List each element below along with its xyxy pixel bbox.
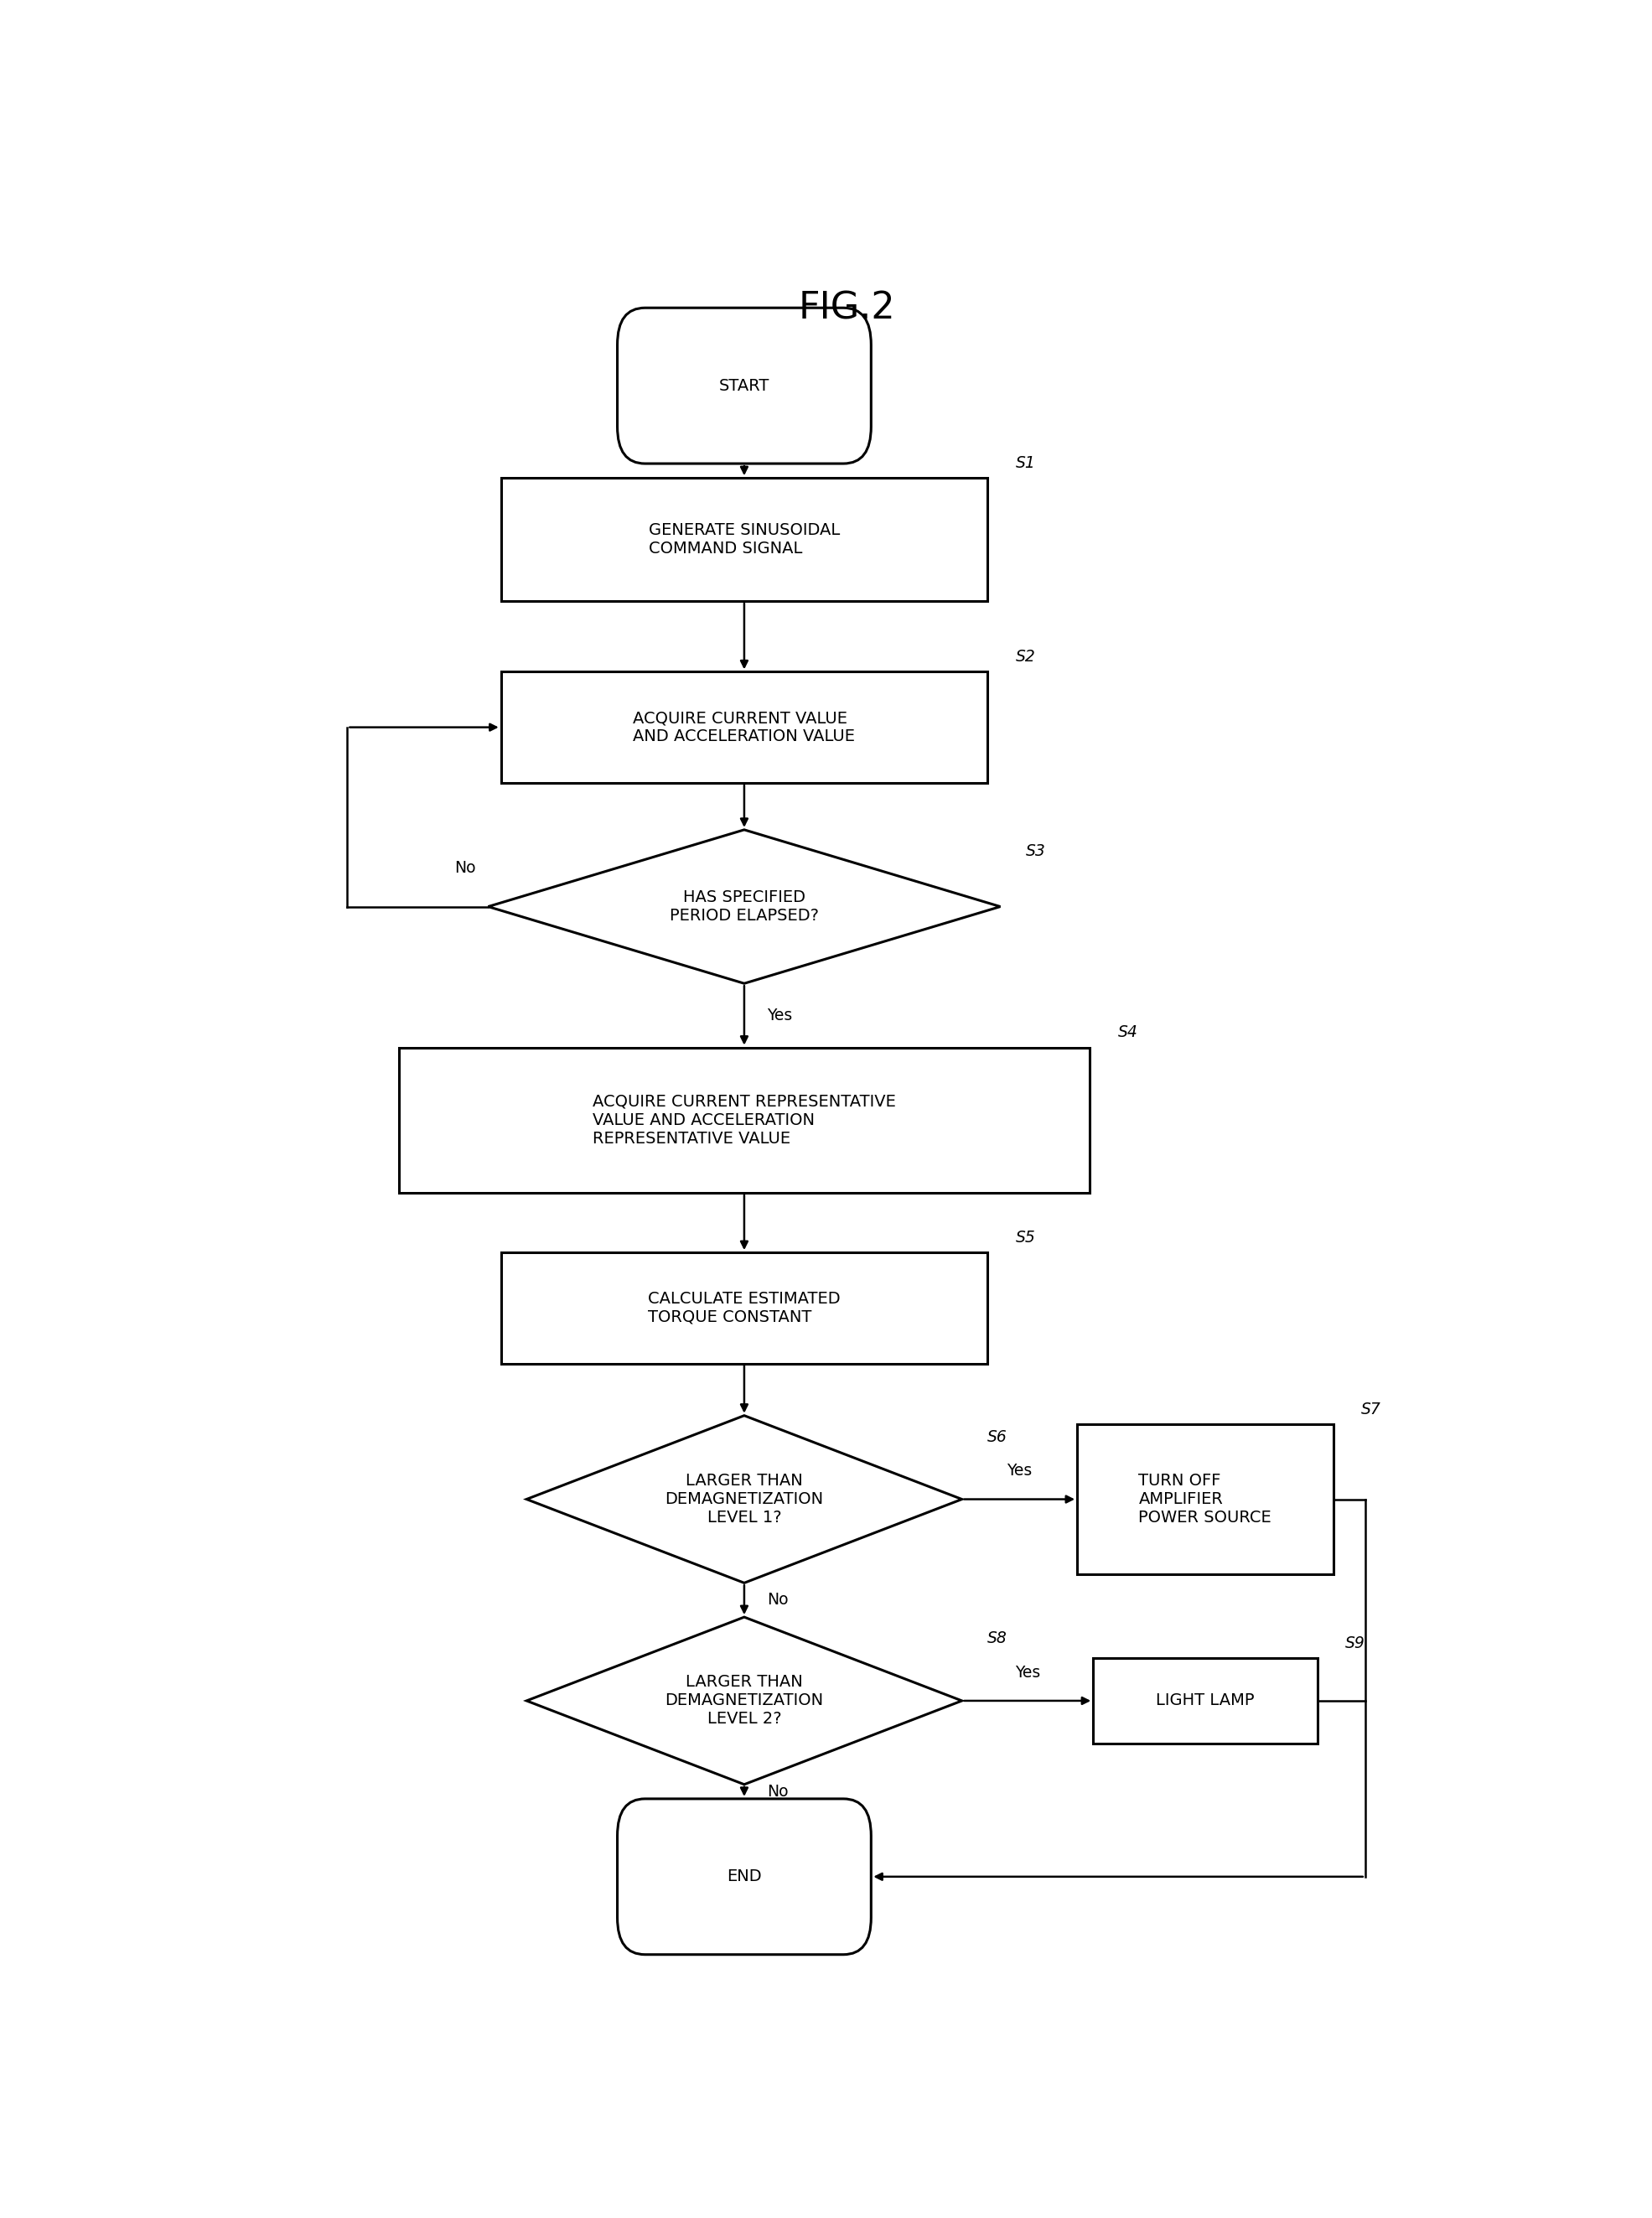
Text: Yes: Yes: [767, 1007, 793, 1022]
FancyBboxPatch shape: [501, 672, 988, 783]
Text: END: END: [727, 1870, 762, 1885]
Text: LARGER THAN
DEMAGNETIZATION
LEVEL 1?: LARGER THAN DEMAGNETIZATION LEVEL 1?: [666, 1473, 823, 1526]
Text: Yes: Yes: [1014, 1664, 1041, 1681]
Polygon shape: [527, 1415, 961, 1584]
Text: START: START: [719, 377, 770, 393]
FancyBboxPatch shape: [398, 1047, 1090, 1193]
Text: No: No: [767, 1593, 788, 1608]
Text: GENERATE SINUSOIDAL
COMMAND SIGNAL: GENERATE SINUSOIDAL COMMAND SIGNAL: [649, 521, 839, 557]
Text: S9: S9: [1345, 1635, 1365, 1650]
FancyBboxPatch shape: [1094, 1659, 1317, 1743]
Text: S2: S2: [1016, 650, 1036, 665]
Text: ACQUIRE CURRENT VALUE
AND ACCELERATION VALUE: ACQUIRE CURRENT VALUE AND ACCELERATION V…: [633, 710, 856, 745]
Text: LARGER THAN
DEMAGNETIZATION
LEVEL 2?: LARGER THAN DEMAGNETIZATION LEVEL 2?: [666, 1675, 823, 1728]
Text: S8: S8: [988, 1630, 1008, 1646]
Text: No: No: [767, 1783, 788, 1799]
Text: S5: S5: [1016, 1229, 1036, 1247]
Text: S7: S7: [1361, 1402, 1381, 1417]
Text: LIGHT LAMP: LIGHT LAMP: [1156, 1692, 1254, 1708]
Text: S1: S1: [1016, 455, 1036, 470]
FancyBboxPatch shape: [618, 308, 871, 464]
Text: FIG.2: FIG.2: [798, 291, 895, 326]
Text: HAS SPECIFIED
PERIOD ELAPSED?: HAS SPECIFIED PERIOD ELAPSED?: [669, 889, 819, 923]
Text: Yes: Yes: [1006, 1464, 1032, 1479]
Polygon shape: [527, 1617, 961, 1785]
Text: No: No: [454, 861, 476, 876]
Text: S3: S3: [1026, 843, 1046, 858]
FancyBboxPatch shape: [501, 477, 988, 601]
Text: S4: S4: [1118, 1025, 1138, 1040]
Text: S6: S6: [988, 1428, 1008, 1446]
FancyBboxPatch shape: [618, 1799, 871, 1954]
Text: ACQUIRE CURRENT REPRESENTATIVE
VALUE AND ACCELERATION
REPRESENTATIVE VALUE: ACQUIRE CURRENT REPRESENTATIVE VALUE AND…: [593, 1093, 895, 1147]
Text: CALCULATE ESTIMATED
TORQUE CONSTANT: CALCULATE ESTIMATED TORQUE CONSTANT: [648, 1291, 841, 1324]
Text: TURN OFF
AMPLIFIER
POWER SOURCE: TURN OFF AMPLIFIER POWER SOURCE: [1138, 1473, 1272, 1526]
FancyBboxPatch shape: [1077, 1424, 1333, 1575]
FancyBboxPatch shape: [501, 1253, 988, 1364]
Polygon shape: [487, 830, 1001, 983]
